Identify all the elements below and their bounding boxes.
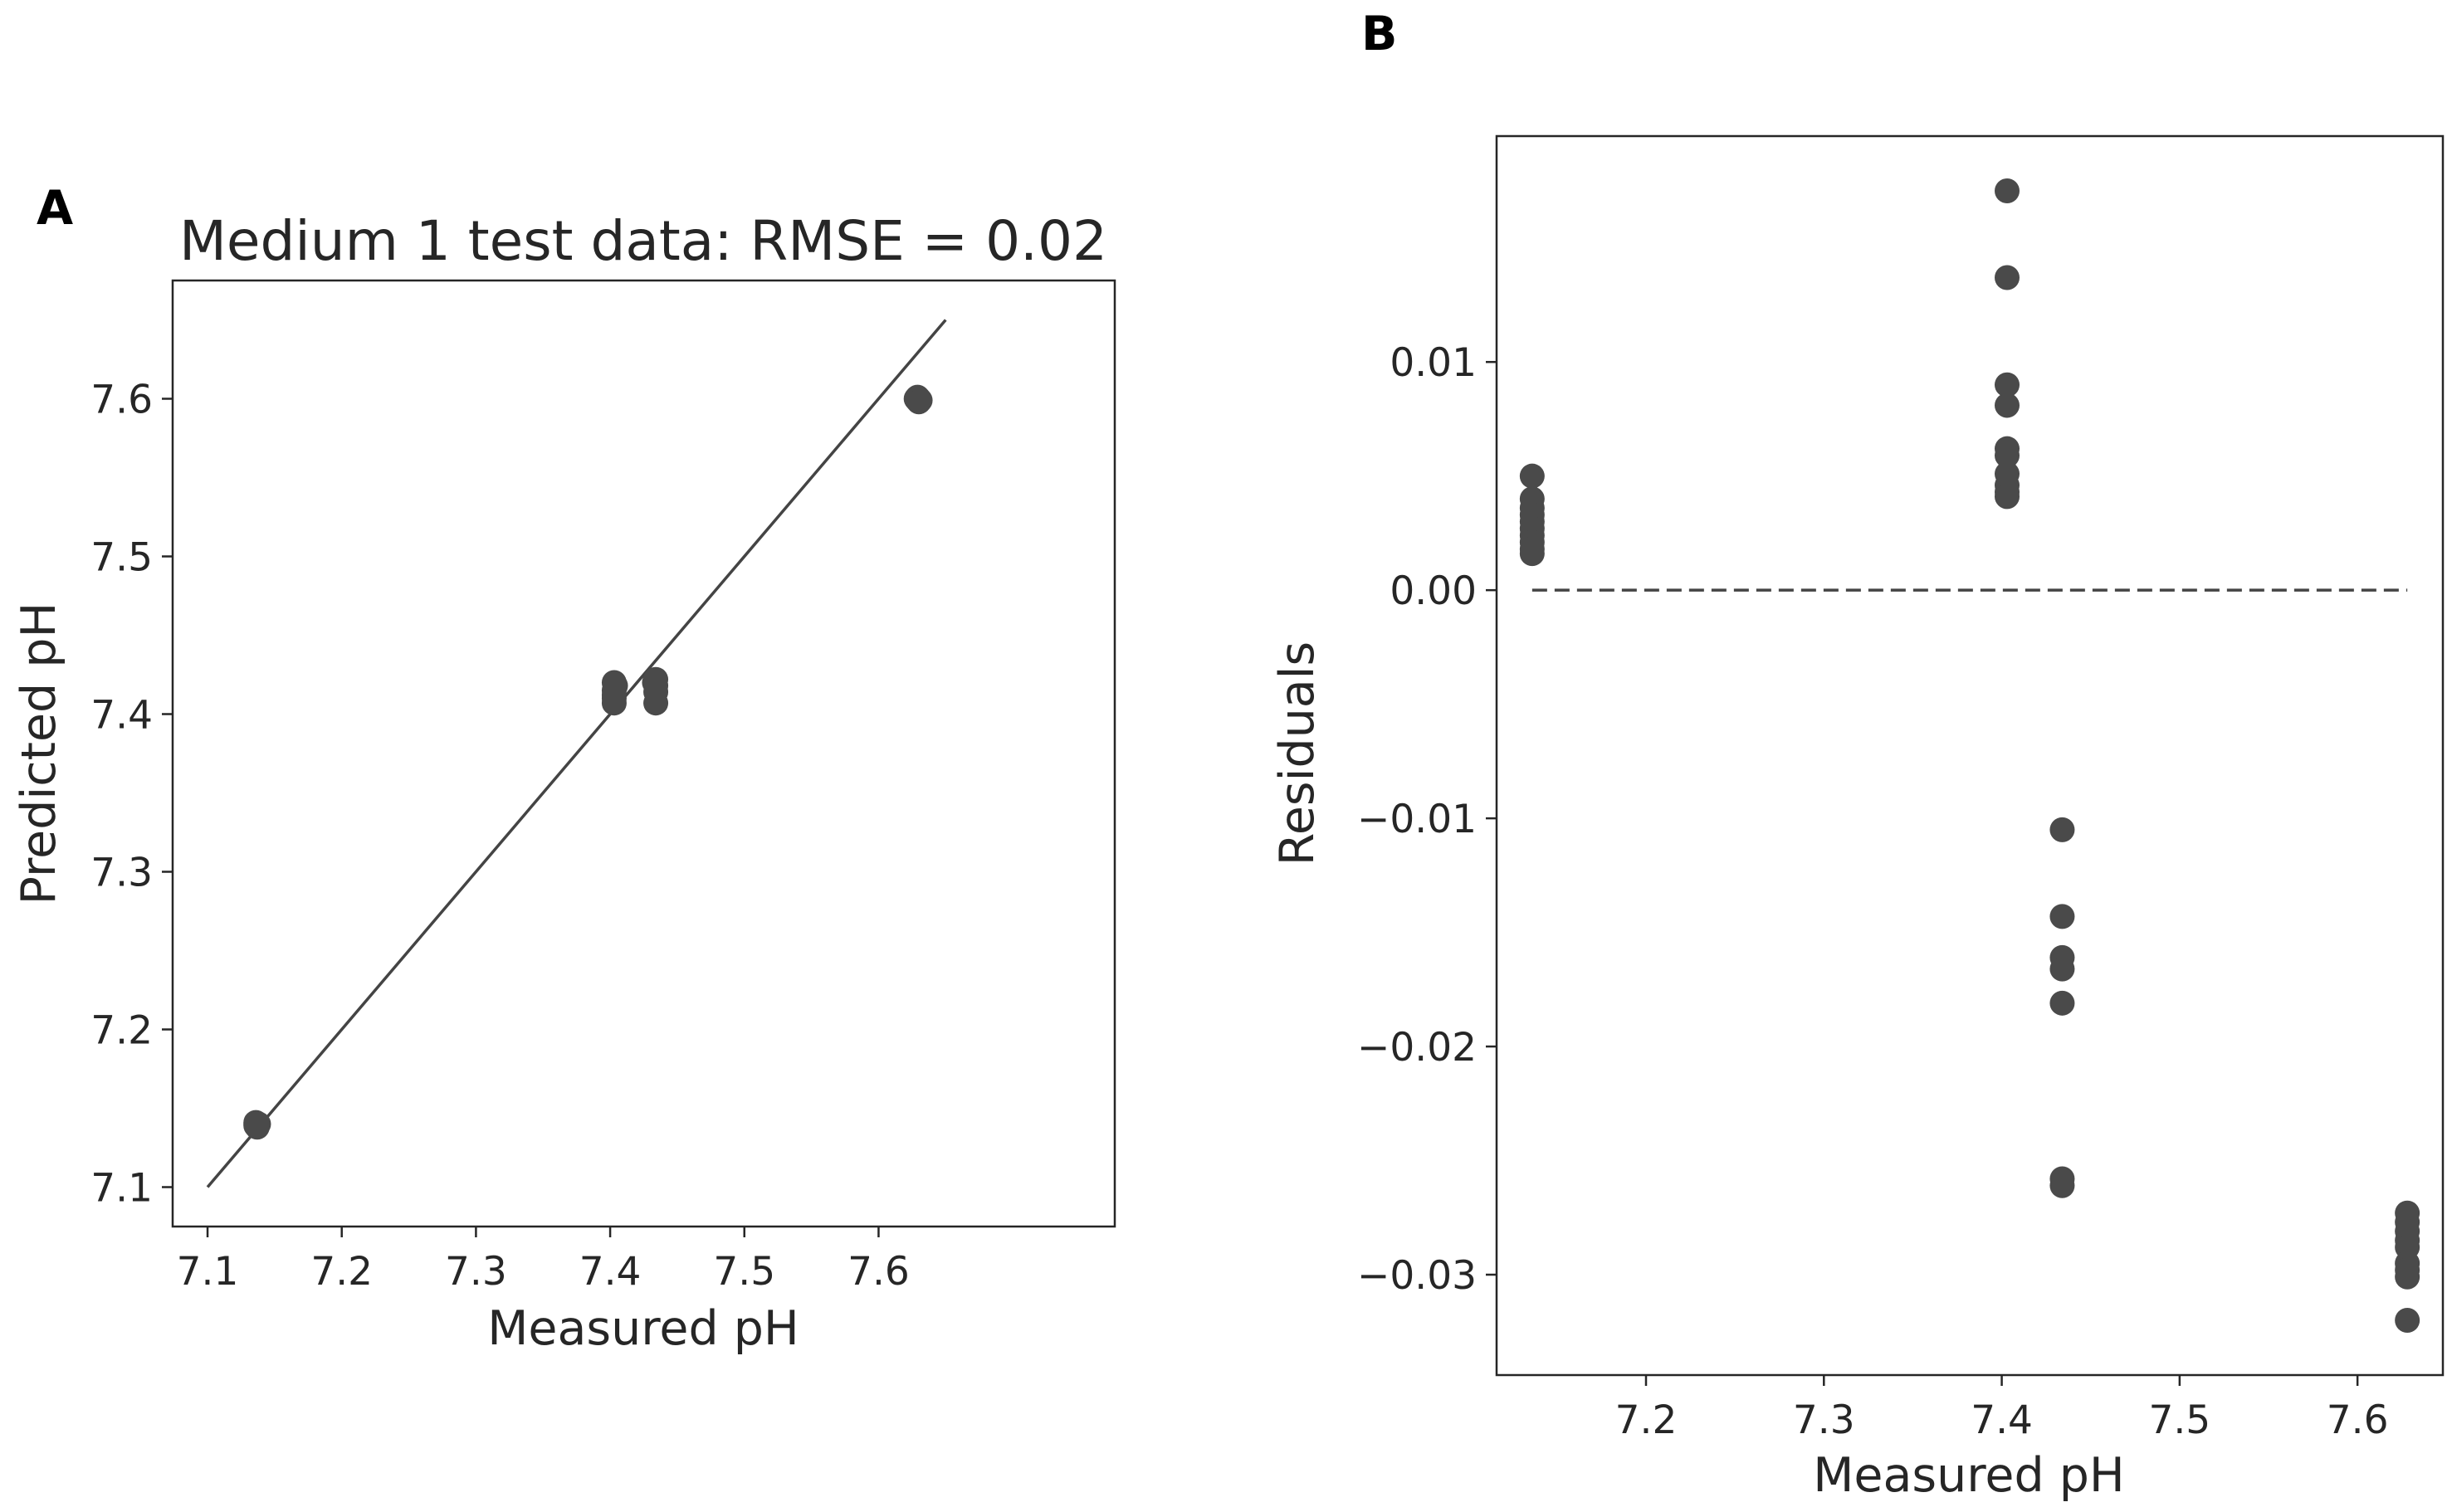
panel-b-chart: B 7.2 7.3 7.4 7.5 7.6 0.01 0.00 −0.01 −0.02 −0.0… — [1270, 7, 2445, 1503]
panel-a-frame — [171, 279, 1116, 1228]
panel-b-y-tick-label: −0.01 — [1357, 797, 1477, 842]
panel-b-data-point — [1519, 541, 1545, 567]
panel-b-x-axis: 7.2 7.3 7.4 7.5 7.6 — [1615, 1375, 2389, 1443]
panel-a-data-point — [603, 673, 628, 699]
panel-a-data-point — [906, 389, 931, 415]
panel-b-y-tick-label: −0.03 — [1357, 1253, 1477, 1299]
panel-a-y-axis: 7.1 7.2 7.3 7.4 7.5 7.6 — [90, 378, 173, 1212]
panel-a-data-point — [643, 690, 669, 716]
panel-a-title: Medium 1 test data: RMSE = 0.02 — [179, 209, 1107, 273]
panel-b-data-point — [1995, 372, 2020, 398]
panel-b-data-point — [2395, 1264, 2420, 1290]
panel-a-y-tick-label: 7.1 — [90, 1166, 153, 1212]
panel-b-data-point — [1995, 484, 2020, 510]
panel-b-y-axis-label: Residuals — [1270, 641, 1325, 866]
panel-b-data-point — [2395, 1308, 2420, 1334]
panel-b-y-tick-label: −0.02 — [1357, 1025, 1477, 1071]
panel-a-data-point — [642, 670, 667, 695]
panel-a-data-point — [246, 1111, 271, 1137]
panel-b-plot-area — [1519, 178, 2420, 1334]
panel-b-data-point — [2049, 956, 2075, 982]
panel-b-x-tick-label: 7.4 — [1971, 1397, 2033, 1443]
panel-a-y-tick-label: 7.3 — [90, 851, 153, 896]
panel-a-x-axis: 7.1 7.2 7.3 7.4 7.5 7.6 — [177, 1227, 910, 1295]
panel-b-data-point — [1995, 442, 2020, 468]
panel-a-x-tick-label: 7.1 — [177, 1249, 239, 1295]
panel-b-data-point — [2049, 904, 2075, 929]
panel-a-y-tick-label: 7.2 — [90, 1008, 153, 1054]
panel-b-letter: B — [1361, 7, 1397, 61]
panel-a-x-axis-label: Measured pH — [487, 1301, 799, 1356]
panel-b-data-point — [2049, 1173, 2075, 1198]
panel-a-plot-area — [206, 319, 947, 1188]
panel-b-data-point — [1995, 265, 2020, 290]
panel-a-y-tick-label: 7.6 — [90, 378, 153, 423]
panel-a-x-tick-label: 7.4 — [579, 1249, 642, 1295]
panel-b-y-tick-label: 0.00 — [1390, 568, 1477, 614]
panel-b-data-point — [1995, 178, 2020, 203]
panel-a-identity-line — [206, 319, 947, 1188]
panel-b-x-tick-label: 7.5 — [2148, 1397, 2210, 1443]
panel-b-x-tick-label: 7.6 — [2327, 1397, 2389, 1443]
panel-b-data-point — [2049, 990, 2075, 1016]
panel-b-data-point — [2049, 817, 2075, 842]
panel-a-y-axis-label: Predicted pH — [12, 602, 66, 905]
panel-a-x-tick-label: 7.6 — [847, 1249, 910, 1295]
panel-a-letter: A — [37, 181, 73, 236]
panel-a-x-tick-label: 7.2 — [310, 1249, 373, 1295]
panel-b-frame — [1495, 134, 2445, 1377]
panel-b-x-tick-label: 7.2 — [1615, 1397, 1678, 1443]
panel-b-y-tick-label: 0.01 — [1390, 340, 1477, 386]
panel-a-x-tick-label: 7.3 — [445, 1249, 507, 1295]
panel-b-x-tick-label: 7.3 — [1793, 1397, 1855, 1443]
panel-a-chart: A Medium 1 test data: RMSE = 0.02 7.1 7.2… — [12, 181, 1116, 1356]
panel-b-data-point — [1995, 393, 2020, 418]
panel-b-y-axis: 0.01 0.00 −0.01 −0.02 −0.03 — [1357, 340, 1497, 1299]
panel-a-x-tick-label: 7.5 — [713, 1249, 775, 1295]
panel-a-y-tick-label: 7.4 — [90, 693, 153, 739]
panel-b-data-point — [1519, 463, 1545, 489]
panel-a-y-tick-label: 7.5 — [90, 535, 153, 581]
panel-b-x-axis-label: Measured pH — [1813, 1448, 2125, 1503]
